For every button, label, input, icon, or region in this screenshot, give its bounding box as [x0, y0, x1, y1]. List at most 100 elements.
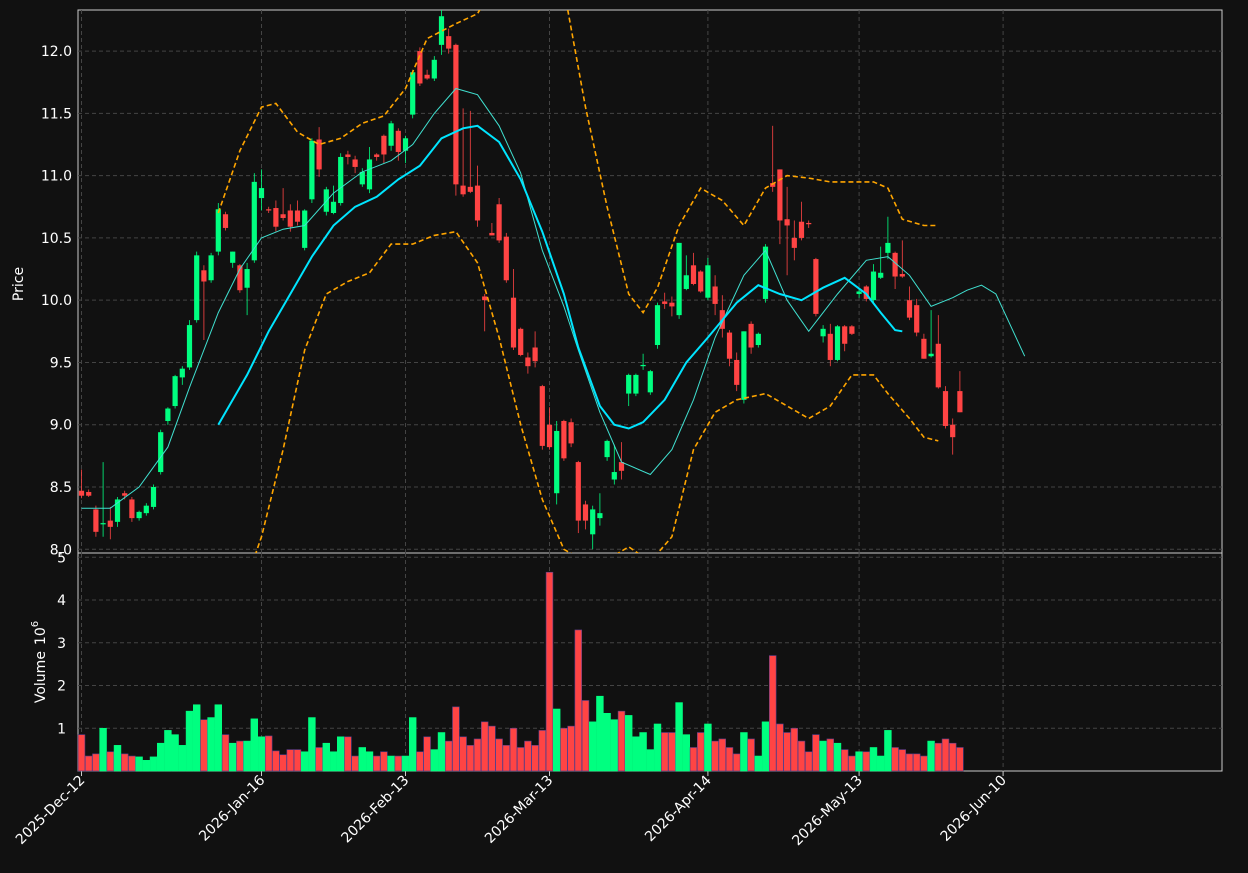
volume-bar [848, 755, 856, 772]
volume-bar [603, 712, 611, 772]
volume-bar [444, 740, 453, 772]
volume-bar [617, 710, 626, 772]
volume-bar [740, 732, 748, 772]
volume-bar [732, 753, 741, 772]
candle-body [690, 265, 697, 284]
candle-body [402, 138, 409, 151]
candle-body [388, 123, 394, 146]
price-tick-label: 9.5 [50, 355, 72, 371]
price-tick-label: 8.5 [50, 480, 72, 496]
volume-bar [675, 702, 683, 772]
candle-body [395, 130, 401, 152]
volume-bar [776, 723, 784, 772]
candle-body [885, 242, 891, 253]
volume-bar [725, 747, 734, 772]
candle-body [446, 36, 452, 49]
volume-bar [545, 571, 554, 772]
volume-bar [365, 751, 374, 772]
candle-body [201, 270, 207, 282]
volume-bar [560, 727, 568, 772]
price-tick-label: 11.5 [41, 106, 72, 122]
volume-bar [783, 732, 791, 772]
volume-bar [934, 742, 943, 772]
candle-body [834, 326, 841, 360]
candle-body [532, 347, 538, 362]
candle-body [467, 186, 473, 192]
candle-body [813, 259, 819, 314]
candle-body [525, 357, 531, 367]
candle-body [431, 59, 437, 79]
volume-bar [704, 723, 712, 772]
volume-bar [689, 747, 698, 772]
volume-bar [538, 730, 547, 772]
candle-body [143, 505, 149, 514]
volume-bar [99, 727, 107, 772]
candle-body [849, 326, 855, 334]
volume-bar [329, 751, 338, 772]
date-tick-label: 2025-Dec-12 [13, 773, 88, 848]
volume-bar [898, 749, 907, 772]
volume-bar [646, 749, 655, 772]
candle-body [683, 275, 689, 289]
candle-body [114, 499, 121, 522]
volume-bar [92, 753, 100, 772]
volume-bar [452, 706, 460, 772]
candle-body [510, 297, 517, 348]
volume-bar [790, 727, 799, 772]
volume-bar [840, 749, 849, 772]
volume-bar [358, 747, 366, 772]
candle-body [496, 204, 502, 241]
candle-body [957, 391, 963, 413]
volume-bar [812, 734, 820, 772]
candle-body [366, 159, 373, 190]
volume-bar [696, 732, 705, 772]
price-tick-label: 12.0 [41, 44, 72, 60]
candle-body [582, 504, 589, 521]
volume-bar [106, 751, 115, 772]
candle-body [172, 376, 178, 407]
candle-body [950, 424, 956, 438]
volume-bar [380, 751, 388, 772]
volume-bar [624, 715, 633, 772]
price-tick-label: 11.0 [41, 169, 72, 185]
candle-body [935, 343, 941, 388]
volume-bar [416, 751, 424, 772]
volume-bar [372, 755, 381, 772]
price-tick-label: 8.0 [50, 542, 72, 558]
volume-bar [948, 742, 957, 772]
volume-bar [956, 747, 964, 772]
candle-body [640, 364, 646, 367]
volume-bar [797, 740, 806, 772]
candle-body [798, 221, 805, 238]
candle-body [460, 185, 466, 195]
volume-bar [876, 755, 885, 772]
candle-body [899, 274, 905, 277]
volume-bar [502, 745, 510, 772]
candle-body [546, 424, 553, 448]
candle-body [568, 422, 574, 444]
volume-bar [855, 751, 863, 772]
candle-body [575, 462, 581, 521]
price-tick-label: 10.5 [41, 231, 72, 247]
candle-body [806, 222, 812, 225]
volume-bar [862, 751, 871, 772]
volume-bar [300, 751, 309, 772]
candle-body [302, 210, 308, 248]
volume-bar [113, 745, 122, 772]
volume-bar [668, 732, 676, 772]
volume-bar [178, 745, 186, 772]
volume-bar [912, 753, 921, 772]
candle-body [93, 509, 99, 532]
candle-body [597, 513, 603, 519]
price-panel [77, 9, 1223, 554]
volume-bar [754, 755, 763, 772]
candle-body [914, 305, 920, 333]
candle-body [856, 291, 862, 294]
volume-bar [85, 755, 93, 772]
volume-bar [516, 747, 525, 772]
candle-body [669, 302, 675, 307]
candle-body [345, 154, 351, 157]
candle-body [222, 214, 229, 228]
candle-body [287, 210, 293, 227]
candle-body [561, 420, 567, 459]
